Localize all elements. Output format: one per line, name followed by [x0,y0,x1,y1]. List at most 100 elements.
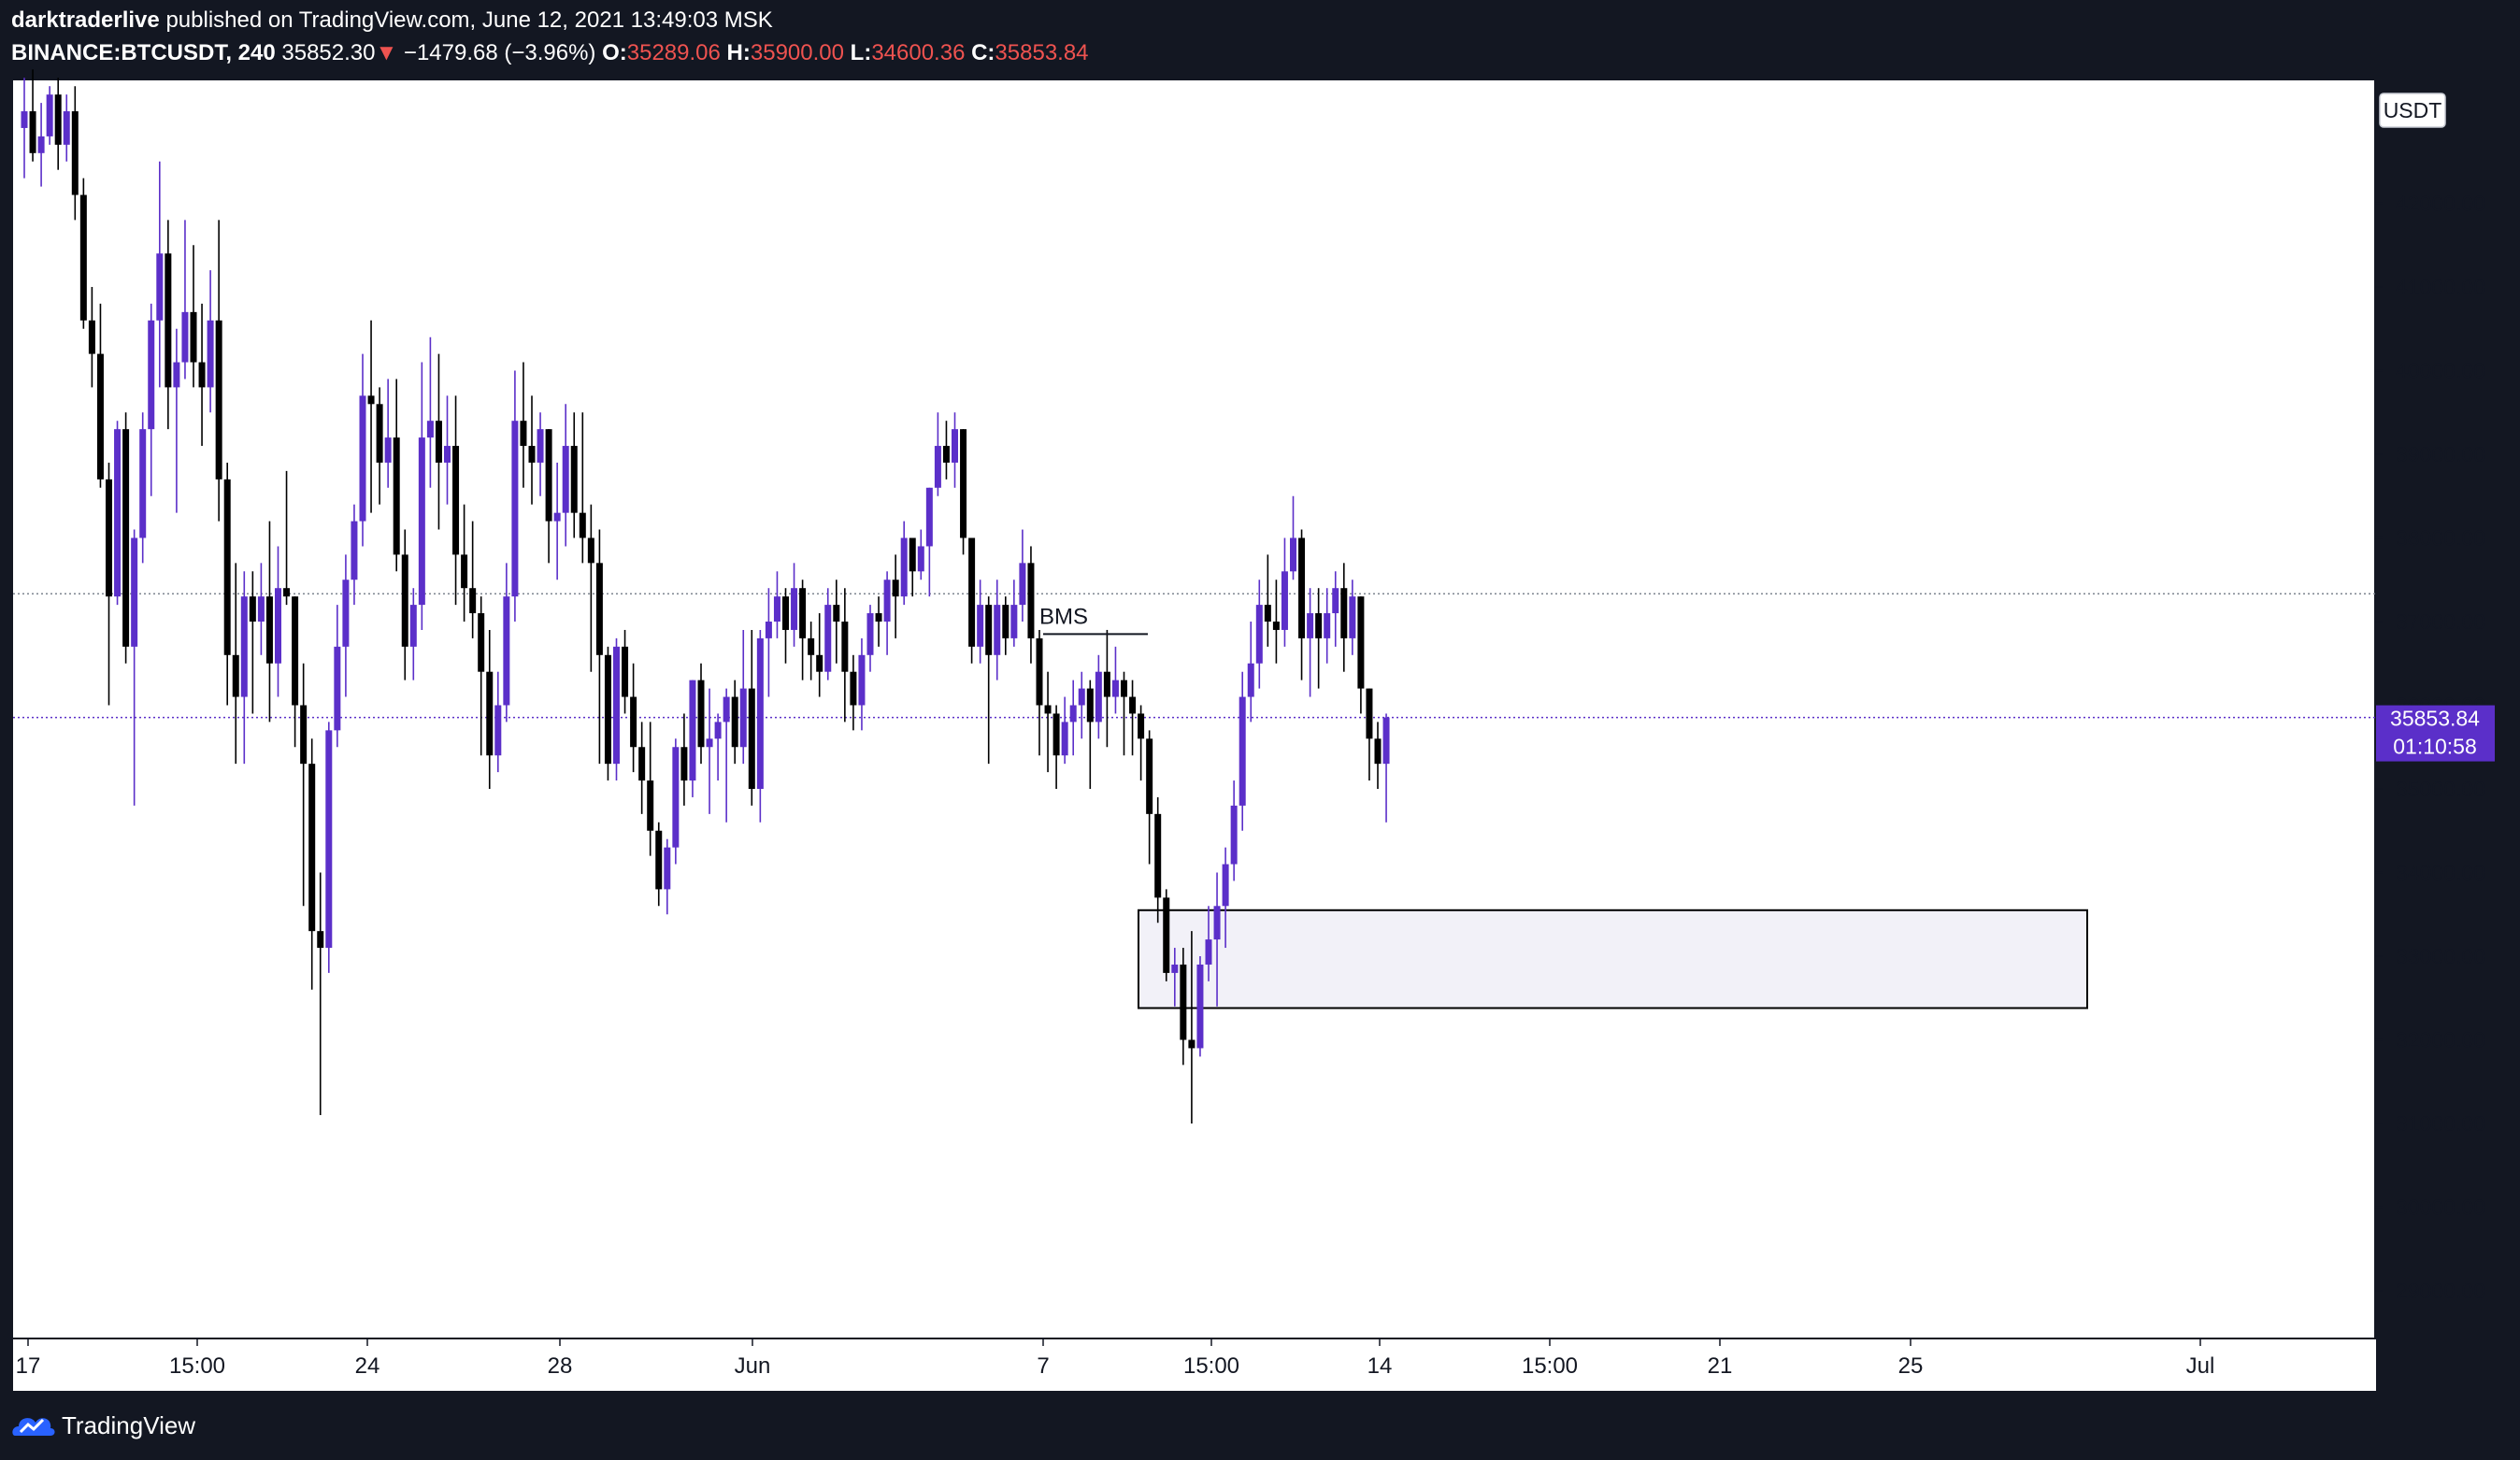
candle [1138,705,1145,781]
candle-body [952,429,958,463]
candle-body [791,588,798,630]
candle-body [37,136,45,153]
candle [367,320,375,513]
annotation-layer[interactable]: BMS [1039,604,1148,636]
candle-body [71,111,79,195]
candle-body [613,646,620,765]
candle-body [570,446,578,513]
candle [595,529,603,765]
candle-body [1196,964,1204,1049]
time-axis[interactable]: 17 15:00 24 28 Jun 7 15:00 14 15:00 21 25 Jul [16,1338,2215,1379]
low-label: L: [850,40,872,65]
candle [858,637,866,731]
candle-body [114,429,122,597]
candle-body [1111,680,1119,697]
candle-body [545,429,552,522]
candle-body [689,680,696,781]
candle-body [384,437,392,463]
candle [325,722,333,973]
candle-body [672,747,680,848]
candle [689,680,696,797]
candle [587,504,594,672]
candle-body [444,446,451,463]
candle-body [1002,605,1009,638]
candle-body [816,654,823,672]
demand-zone-box[interactable] [1138,909,2088,1009]
candle-body [562,446,569,513]
candle-body [587,537,594,564]
demand-zone-layer[interactable] [1138,909,2088,1009]
y-tick-label: 42000.00 [2396,192,2485,216]
candle [37,103,45,187]
candle [1255,580,1263,689]
candle-body [638,747,646,781]
close-label: C: [971,40,995,65]
candle [452,395,460,606]
candle-body [850,671,857,706]
candle-body [232,654,239,697]
candle [647,722,654,856]
candle [1154,796,1162,923]
candle-body [317,931,324,949]
candle-body [1121,680,1127,697]
x-tick-label: 14 [1367,1353,1393,1379]
candle-body [604,654,611,765]
candle [317,872,324,1116]
candle-body [1281,571,1288,630]
candle [553,462,561,580]
candle [1129,680,1137,756]
candle-body [756,637,764,789]
candle-body [96,353,104,480]
candle-body [630,696,637,748]
candle [706,688,713,814]
candle-body [1290,537,1296,572]
candle-body [54,94,62,145]
publication-info: darktraderlive published on TradingView.… [11,7,773,34]
candle-body [1069,705,1077,723]
open-value: 35289.06 [626,40,721,65]
candle [1069,680,1077,756]
candle-body [1086,688,1094,723]
candle-body [181,311,189,363]
plot-area[interactable] [13,80,2376,1391]
candle [29,69,36,162]
currency-label-box[interactable] [2379,93,2446,128]
candle [1086,680,1094,789]
candle-body [866,613,874,655]
candle [223,462,231,706]
candle [1027,546,1035,664]
candle-body [1129,696,1137,714]
candle [1281,537,1288,647]
candle [1382,713,1390,823]
candle [875,596,882,647]
candle [570,412,578,538]
tradingview-logo-icon[interactable] [11,1408,56,1439]
candle-body [240,596,248,697]
x-tick-label: 15:00 [1522,1353,1578,1379]
currency-label[interactable]: USDT [2384,98,2442,122]
candle-body [1307,613,1314,638]
y-tick-label: 38000.00 [2396,526,2485,551]
price-axis[interactable]: 29000.00 30000.00 31000.00 32000.00 33000.00… [2375,107,2485,1303]
candle [917,529,924,580]
candle-body [1272,622,1280,630]
candle-body [249,596,256,622]
bms-label[interactable]: BMS [1039,604,1088,629]
candle [1002,596,1009,655]
candle-body [1154,813,1162,898]
candle-body [765,622,772,638]
candle-body [342,580,350,647]
tradingview-brand[interactable]: TradingView [62,1411,196,1439]
candle [1307,588,1314,697]
candle-body [1019,563,1026,606]
candle-body [917,546,924,572]
x-tick-label: 28 [548,1353,573,1379]
author-name[interactable]: darktraderlive [11,7,160,33]
ohlc-legend: BINANCE:BTCUSDT, 240 35852.30▼ −1479.68 … [11,40,1089,66]
candle [833,580,840,664]
y-tick-label: 29000.00 [2396,1279,2485,1303]
candle-body [1138,713,1145,739]
candle [1315,588,1323,689]
y-tick-label: 33000.00 [2396,944,2485,968]
